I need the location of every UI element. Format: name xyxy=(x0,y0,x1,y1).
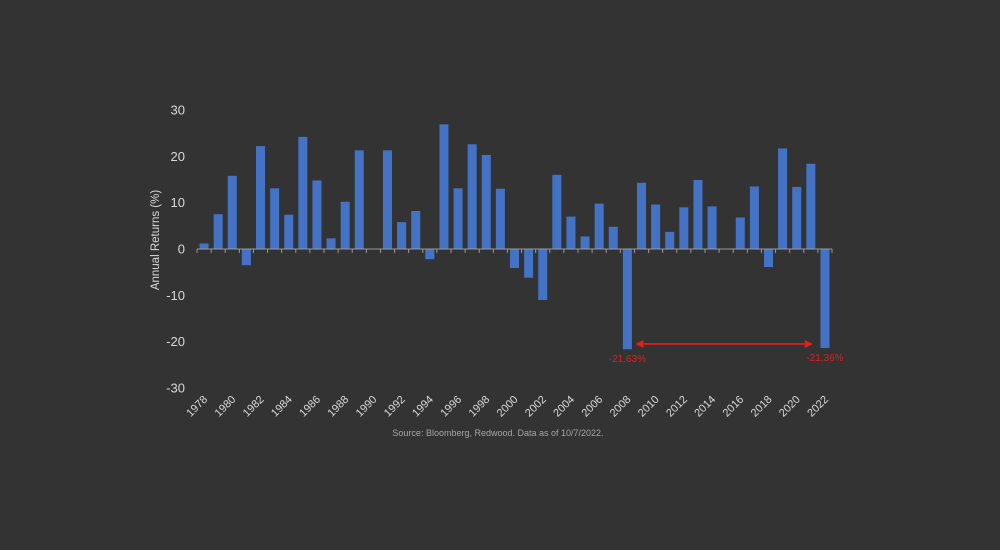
bar-1978 xyxy=(199,243,209,249)
bar-2012 xyxy=(679,207,689,249)
bars-group xyxy=(199,124,830,350)
bar-2013 xyxy=(693,179,703,249)
x-axis-labels: 1978 1980 1982 1984 1986 1988 1990 1992 1994 1996… xyxy=(184,394,831,420)
bar-2004 xyxy=(566,216,576,249)
bar-2009 xyxy=(636,182,647,249)
bar-1993 xyxy=(411,211,421,249)
bar-2006 xyxy=(594,203,604,249)
bar-1989 xyxy=(354,150,364,249)
y-tick-label: -20 xyxy=(166,334,185,349)
x-tick-label: 1980 xyxy=(213,394,239,420)
drawdown-arrow xyxy=(635,339,813,348)
x-tick-label: 1986 xyxy=(297,394,323,420)
bar-1995 xyxy=(439,124,449,249)
annotation-labels: -21.63% -21.36% xyxy=(609,353,844,365)
bar-2018 xyxy=(763,249,774,268)
x-tick-label: 1996 xyxy=(438,394,464,420)
x-tick-label: 1978 xyxy=(184,394,210,420)
x-tick-label: 1982 xyxy=(241,394,267,420)
x-tick-label: 1984 xyxy=(269,394,295,420)
x-tick-label: 2006 xyxy=(579,394,605,420)
x-tick-label: 2000 xyxy=(495,394,521,420)
annotation-label-2022: -21.36% xyxy=(806,353,843,364)
bar-1988 xyxy=(340,201,350,249)
bar-1983 xyxy=(270,188,280,249)
bar-2017 xyxy=(749,186,759,249)
x-tick-label: 2016 xyxy=(721,394,747,420)
y-tick-label: 10 xyxy=(171,195,185,210)
y-tick-label: -10 xyxy=(166,288,185,303)
x-tick-label: 2008 xyxy=(608,394,634,420)
bar-1997 xyxy=(467,144,477,249)
x-tick-label: 2010 xyxy=(636,394,662,420)
bar-1985 xyxy=(298,136,308,249)
bar-2005 xyxy=(580,236,590,249)
x-tick-label: 1994 xyxy=(410,394,436,420)
x-tick-label: 2020 xyxy=(777,394,803,420)
bar-2019 xyxy=(778,148,788,249)
source-note: Source: Bloomberg, Redwood. Data as of 1… xyxy=(392,428,603,438)
bar-1987 xyxy=(326,238,336,249)
x-tick-label: 1998 xyxy=(467,394,493,420)
bar-2001 xyxy=(524,249,534,278)
bar-1979 xyxy=(213,214,223,249)
bar-2000 xyxy=(509,249,520,268)
y-tick-label: 30 xyxy=(171,103,185,118)
bar-2007 xyxy=(608,226,618,249)
bar-1982 xyxy=(255,146,266,249)
x-tick-label: 1990 xyxy=(354,394,380,420)
arrow-head-right xyxy=(804,339,813,348)
bar-2010 xyxy=(651,204,661,249)
bar-2008 xyxy=(622,249,632,350)
bar-2003 xyxy=(552,174,562,249)
x-tick-label: 2014 xyxy=(692,394,718,420)
x-tick-label: 2022 xyxy=(805,394,831,420)
bar-1986 xyxy=(312,180,322,249)
bar-1991 xyxy=(382,150,393,249)
bar-1980 xyxy=(227,175,237,249)
x-tick-label: 2018 xyxy=(749,394,775,420)
bar-2021 xyxy=(806,163,816,249)
y-axis-title-group: Annual Returns (%) xyxy=(150,190,162,291)
x-tick-label: 1992 xyxy=(382,394,408,420)
y-tick-label: 20 xyxy=(171,149,185,164)
bar-1992 xyxy=(397,222,407,249)
bar-1999 xyxy=(495,188,505,249)
annotation-label-2008: -21.63% xyxy=(609,354,646,365)
x-tick-label: 2012 xyxy=(664,394,690,420)
y-tick-label: -30 xyxy=(166,381,185,396)
x-axis-ticks xyxy=(196,249,833,253)
x-tick-label: 2002 xyxy=(523,394,549,420)
bar-1984 xyxy=(284,214,294,249)
x-tick-label: 2004 xyxy=(551,394,577,420)
bar-2016 xyxy=(735,217,745,249)
bar-2020 xyxy=(792,186,802,249)
y-axis-ticks: 30 20 10 0 -10 -20 -30 xyxy=(166,103,185,396)
y-tick-label: 0 xyxy=(178,242,185,257)
bar-2002 xyxy=(538,249,548,300)
bar-2011 xyxy=(665,231,675,249)
bar-1998 xyxy=(481,154,491,249)
x-tick-label: 1988 xyxy=(325,394,351,420)
bar-1981 xyxy=(241,249,251,266)
bar-1994 xyxy=(425,249,435,260)
arrow-head-left xyxy=(635,339,644,348)
bar-2022 xyxy=(820,249,830,348)
bar-2014 xyxy=(707,206,717,249)
bar-1996 xyxy=(453,188,463,249)
y-axis-title: Annual Returns (%) xyxy=(150,190,162,291)
